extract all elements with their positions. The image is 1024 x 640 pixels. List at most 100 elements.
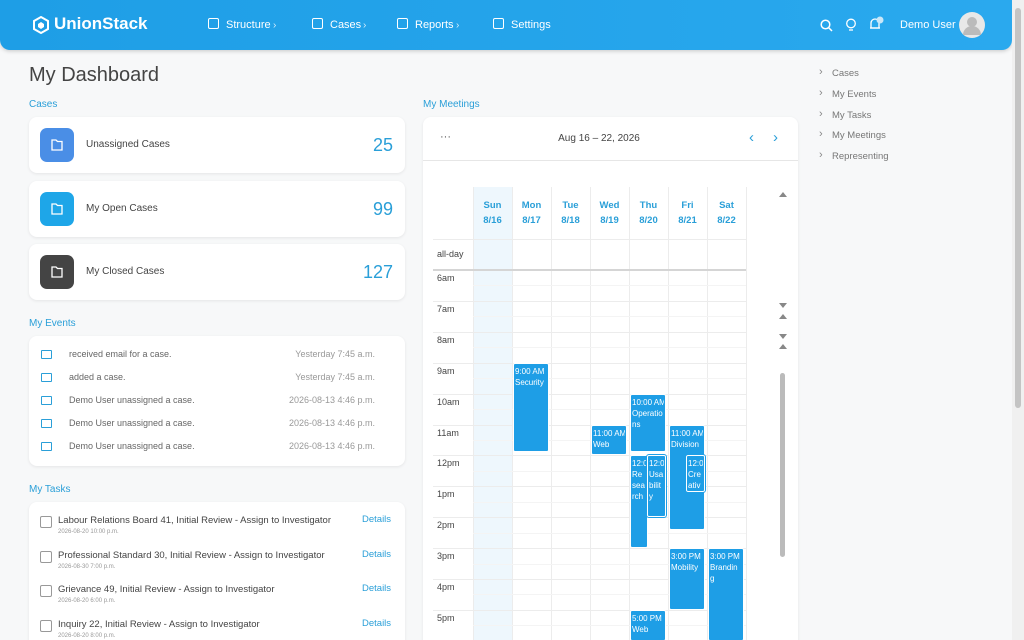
grid-line bbox=[433, 548, 746, 550]
nav-item[interactable]: Cases bbox=[330, 19, 362, 31]
header: UnionStack Demo User Structure › Cases › Rep… bbox=[0, 0, 1012, 50]
day-date[interactable]: 8/16 bbox=[483, 215, 502, 226]
task-checkbox[interactable] bbox=[40, 550, 52, 563]
more-button[interactable]: ··· bbox=[440, 131, 451, 143]
day-name[interactable]: Sat bbox=[719, 200, 734, 211]
event-title: Research bbox=[632, 470, 645, 502]
meeting-event[interactable]: 3:00 PM - Mobility bbox=[669, 548, 705, 610]
sidebar-link[interactable]: My Tasks bbox=[832, 109, 872, 121]
case-card[interactable]: My Open Cases 99 bbox=[29, 181, 405, 237]
day-date[interactable]: 8/17 bbox=[522, 215, 541, 226]
tips-icon[interactable] bbox=[845, 18, 857, 32]
sidebar-link[interactable]: My Meetings bbox=[832, 130, 886, 142]
task-title: Grievance 49, Initial Review - Assign to… bbox=[58, 584, 275, 595]
meeting-event[interactable]: 12:00Usability bbox=[646, 454, 667, 519]
meeting-event[interactable]: 5:00 PM - Web bbox=[630, 609, 666, 640]
meeting-event[interactable]: 11:00 AM Web bbox=[591, 424, 627, 456]
bell-icon[interactable] bbox=[868, 15, 886, 33]
hour-label: 3pm bbox=[437, 551, 455, 562]
event-time: 10:00 AM bbox=[632, 397, 664, 407]
day-date[interactable]: 8/22 bbox=[717, 215, 736, 226]
meeting-event[interactable]: 9:00 AM - Security bbox=[513, 362, 549, 453]
case-label[interactable]: Unassigned Cases bbox=[86, 139, 170, 150]
case-icon bbox=[40, 255, 74, 289]
nav-icon[interactable] bbox=[397, 18, 408, 29]
event-time: 12:00 bbox=[688, 459, 703, 469]
allday-label: all-day bbox=[437, 249, 464, 259]
day-date[interactable]: 8/20 bbox=[639, 215, 658, 226]
day-name[interactable]: Mon bbox=[521, 200, 542, 211]
event-time: 11:00 AM bbox=[671, 428, 703, 438]
column-line bbox=[590, 187, 591, 640]
nav-icon[interactable] bbox=[312, 18, 323, 29]
meeting-event[interactable]: 3:00 PM - Branding bbox=[708, 548, 744, 640]
case-card[interactable]: Unassigned Cases 25 bbox=[29, 117, 405, 173]
meeting-event[interactable]: 10:00 AM Operations bbox=[630, 393, 666, 453]
day-name[interactable]: Sun bbox=[483, 200, 502, 211]
task-title: Professional Standard 30, Initial Review… bbox=[58, 549, 325, 561]
day-date[interactable]: 8/18 bbox=[561, 215, 580, 226]
hour-label: 9am bbox=[437, 365, 455, 376]
grid-line bbox=[433, 486, 746, 488]
task-details[interactable]: Details bbox=[362, 514, 392, 525]
scroll-arrows[interactable] bbox=[778, 189, 788, 349]
event-time: 2026-08-13 4:46 p.m. bbox=[288, 395, 375, 405]
event-title: Branding bbox=[710, 563, 738, 584]
day-name[interactable]: Tue bbox=[562, 200, 579, 211]
event-title: Mobility bbox=[671, 563, 699, 573]
day-date[interactable]: 8/19 bbox=[600, 215, 619, 226]
scroll-thumb[interactable] bbox=[780, 373, 785, 557]
event-time: 2026-08-13 4:46 p.m. bbox=[288, 441, 375, 451]
sidebar-link[interactable]: Cases bbox=[832, 68, 859, 79]
event-title: Usability bbox=[649, 470, 664, 502]
grid-line bbox=[433, 239, 746, 240]
logo[interactable]: UnionStack bbox=[54, 14, 148, 33]
meeting-event[interactable]: 12:00Research bbox=[630, 455, 648, 549]
day-name[interactable]: Fri bbox=[681, 200, 694, 211]
day-name[interactable]: Thu bbox=[639, 200, 658, 211]
task-checkbox[interactable] bbox=[40, 516, 52, 528]
case-card[interactable]: My Closed Cases 127 bbox=[29, 244, 405, 300]
column-line bbox=[473, 187, 474, 640]
task-checkbox[interactable] bbox=[40, 619, 52, 632]
sidebar-link[interactable]: My Events bbox=[832, 88, 877, 100]
next-button[interactable]: › bbox=[773, 129, 778, 146]
column-line bbox=[512, 187, 513, 640]
day-date[interactable]: 8/21 bbox=[678, 215, 697, 226]
nav-icon[interactable] bbox=[208, 18, 219, 29]
case-label[interactable]: My Closed Cases bbox=[86, 266, 165, 277]
half-line bbox=[473, 409, 746, 411]
case-label[interactable]: My Open Cases bbox=[86, 203, 158, 214]
nav-item[interactable]: Reports bbox=[415, 19, 454, 31]
task-checkbox[interactable] bbox=[40, 585, 52, 597]
grid-line bbox=[433, 424, 746, 426]
user-name[interactable]: Demo User bbox=[900, 19, 956, 31]
nav-item[interactable]: Settings bbox=[511, 19, 551, 31]
event-text: received email for a case. bbox=[69, 349, 172, 359]
grid-line bbox=[433, 455, 746, 457]
nav-icon[interactable] bbox=[493, 18, 504, 29]
column-line bbox=[668, 187, 669, 640]
today-column bbox=[473, 187, 512, 640]
avatar[interactable] bbox=[959, 12, 985, 38]
grid-line bbox=[433, 331, 746, 333]
half-line bbox=[473, 532, 746, 534]
event-title: Division bbox=[671, 439, 700, 449]
day-name[interactable]: Wed bbox=[599, 200, 620, 211]
task-details[interactable]: Details bbox=[362, 548, 392, 560]
task-details[interactable]: Details bbox=[362, 617, 392, 629]
prev-button[interactable]: ‹ bbox=[749, 129, 754, 146]
meeting-event[interactable]: 12:00Creativ bbox=[685, 454, 706, 494]
sidebar-link[interactable]: Representing bbox=[832, 151, 889, 163]
event-icon bbox=[41, 419, 52, 428]
nav-item[interactable]: Structure bbox=[226, 19, 271, 31]
page-scrollbar[interactable] bbox=[1012, 0, 1024, 640]
event-icon bbox=[41, 350, 52, 359]
task-details[interactable]: Details bbox=[362, 583, 392, 594]
search-icon[interactable] bbox=[820, 19, 833, 32]
column-line bbox=[707, 187, 708, 640]
page-scroll-thumb[interactable] bbox=[1015, 8, 1021, 408]
event-title: Web bbox=[593, 439, 610, 449]
grid-line bbox=[433, 300, 746, 302]
